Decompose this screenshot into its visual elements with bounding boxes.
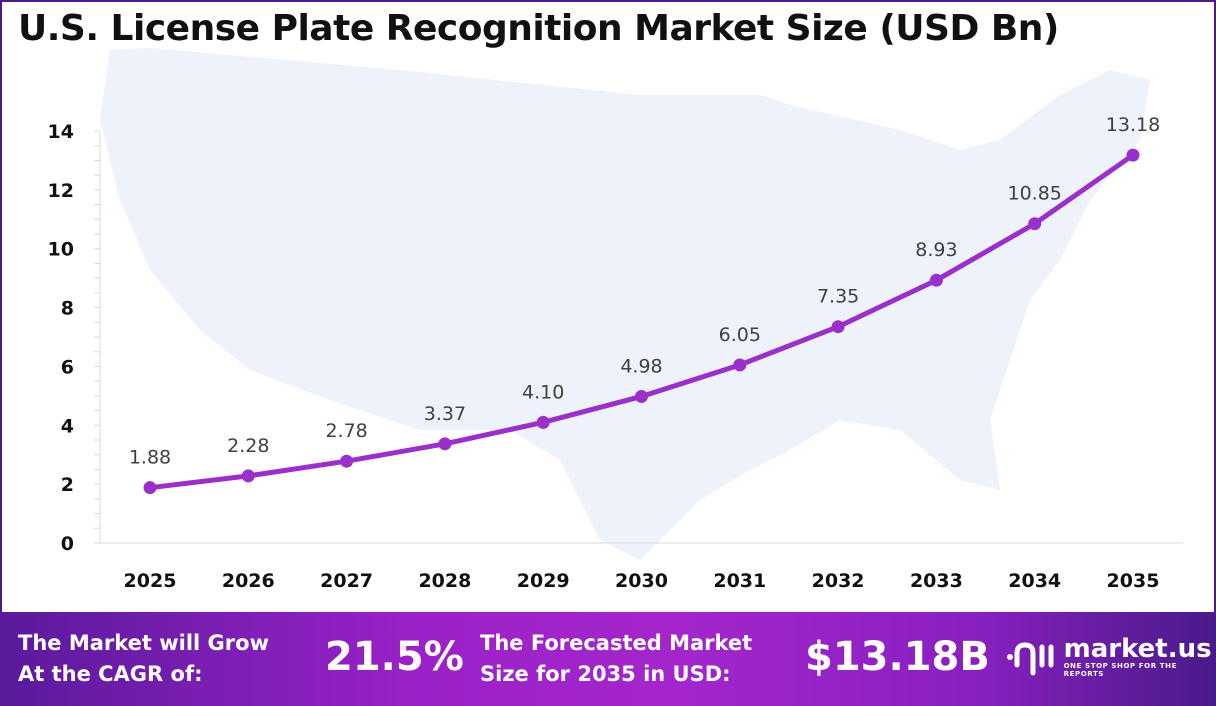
data-label: 8.93 bbox=[915, 239, 957, 261]
y-tick-label: 10 bbox=[48, 239, 74, 261]
data-point bbox=[929, 273, 943, 287]
y-tick-label: 4 bbox=[61, 415, 74, 437]
forecast-label-line2: Size for 2035 in USD: bbox=[480, 662, 731, 686]
data-point bbox=[143, 481, 157, 495]
data-point bbox=[340, 454, 354, 468]
x-tick-label: 2028 bbox=[418, 570, 471, 592]
cagr-label: The Market will Grow At the CAGR of: bbox=[18, 628, 269, 690]
data-point bbox=[1028, 217, 1042, 231]
cagr-label-line1: The Market will Grow bbox=[18, 631, 269, 655]
brand-name: market.us bbox=[1063, 634, 1212, 664]
forecast-value: $13.18B bbox=[805, 634, 990, 680]
y-tick-label: 2 bbox=[61, 474, 74, 496]
market-us-logo-icon bbox=[1007, 642, 1054, 676]
x-tick-label: 2030 bbox=[615, 570, 668, 592]
y-tick-label: 0 bbox=[61, 533, 74, 555]
data-label: 4.98 bbox=[620, 355, 662, 377]
x-tick-label: 2035 bbox=[1107, 570, 1160, 592]
market-us-logo: market.us ONE STOP SHOP FOR THE REPORTS bbox=[1005, 636, 1216, 678]
data-label: 4.10 bbox=[522, 381, 564, 403]
data-point bbox=[831, 320, 845, 334]
footer-banner: The Market will Grow At the CAGR of: 21.… bbox=[0, 612, 1216, 706]
data-point bbox=[1126, 148, 1140, 162]
data-label: 3.37 bbox=[424, 403, 466, 425]
y-tick-label: 8 bbox=[61, 298, 74, 320]
brand-tagline: ONE STOP SHOP FOR THE REPORTS bbox=[1063, 662, 1177, 678]
line-chart: 0 2 4 6 8 10 12 14 2025 2026 2027 2028 2029 2030 2031 2… bbox=[48, 48, 1183, 592]
data-point bbox=[536, 415, 550, 429]
y-tick-label: 12 bbox=[48, 180, 74, 202]
data-label: 13.18 bbox=[1106, 114, 1160, 136]
x-tick-label: 2033 bbox=[910, 570, 963, 592]
chart-title: U.S. License Plate Recognition Market Si… bbox=[18, 8, 1059, 49]
data-label: 2.28 bbox=[227, 435, 269, 457]
data-label: 10.85 bbox=[1007, 183, 1061, 205]
x-tick-label: 2025 bbox=[124, 570, 177, 592]
data-point bbox=[241, 469, 255, 483]
data-label: 7.35 bbox=[817, 286, 859, 308]
x-tick-label: 2026 bbox=[222, 570, 275, 592]
data-point bbox=[438, 437, 452, 451]
cagr-label-line2: At the CAGR of: bbox=[18, 662, 203, 686]
x-tick-label: 2034 bbox=[1008, 570, 1061, 592]
us-map-background bbox=[100, 48, 1150, 560]
x-tick-label: 2031 bbox=[713, 570, 766, 592]
x-tick-label: 2027 bbox=[320, 570, 373, 592]
cagr-value: 21.5% bbox=[325, 634, 464, 680]
forecast-label-line1: The Forecasted Market bbox=[480, 631, 753, 655]
data-point bbox=[733, 358, 747, 372]
data-label: 6.05 bbox=[719, 324, 761, 346]
x-tick-label: 2029 bbox=[517, 570, 570, 592]
data-label: 2.78 bbox=[325, 420, 367, 442]
data-label: 1.88 bbox=[129, 447, 171, 469]
y-tick-label: 6 bbox=[61, 356, 74, 378]
y-tick-label: 14 bbox=[48, 121, 74, 143]
forecast-label: The Forecasted Market Size for 2035 in U… bbox=[480, 628, 752, 690]
data-point bbox=[635, 389, 648, 403]
x-tick-label: 2032 bbox=[812, 570, 865, 592]
